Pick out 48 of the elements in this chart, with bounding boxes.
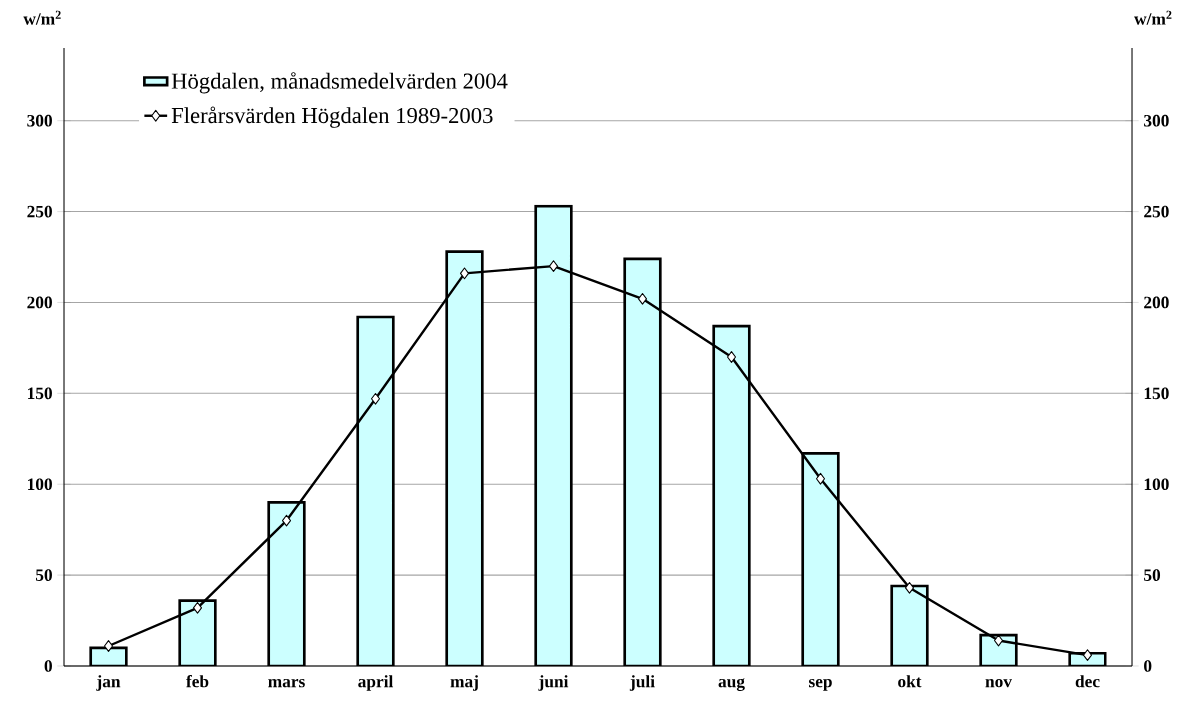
x-tick-label: feb [186, 674, 209, 688]
y-tick-label: 100 [28, 478, 52, 491]
x-tick-label: juli [629, 675, 655, 691]
point [637, 292, 648, 305]
point [103, 640, 114, 652]
x-tick-label: maj [450, 675, 478, 691]
x-tick-label: nov [985, 678, 1012, 688]
bar [178, 599, 217, 666]
y2-tick-label: 0 [1144, 660, 1152, 672]
y2-tick-label: 100 [1144, 478, 1169, 491]
y2-tick-label: 250 [1144, 205, 1169, 218]
point [459, 267, 470, 280]
y2-axis-title: w/m$^{2}$ [1134, 10, 1172, 25]
y-tick-label: 150 [28, 387, 52, 400]
y2-tick-label: 200 [1144, 296, 1169, 309]
point [904, 581, 915, 594]
point [548, 260, 559, 272]
x-tick-label: juni [538, 675, 569, 691]
bar [267, 501, 306, 666]
x-tick-label: okt [898, 675, 922, 688]
y-tick-label: 300 [27, 114, 52, 127]
point [192, 601, 203, 614]
bar [623, 257, 662, 666]
point [815, 472, 826, 485]
bar [356, 315, 395, 666]
x-tick-label: sep [808, 678, 832, 691]
y-tick-label: 50 [35, 569, 52, 581]
x-tick-label: aug [718, 678, 745, 691]
y-tick-label: 0 [44, 660, 52, 672]
y-tick-label: 200 [27, 296, 52, 309]
y-axis-title: w/m$^{2}$ [23, 10, 61, 25]
bar [445, 250, 484, 666]
y2-tick-label: 50 [1144, 569, 1161, 581]
x-tick-label: april [358, 675, 394, 691]
x-tick-label: jan [96, 675, 121, 691]
x-tick-label: dec [1075, 675, 1100, 688]
point [726, 351, 737, 363]
y2-tick-label: 300 [1144, 114, 1169, 127]
bar [712, 324, 751, 666]
bar [534, 204, 573, 666]
x-tick-label: mars [268, 678, 305, 688]
point [370, 392, 381, 405]
y2-tick-label: 150 [1144, 387, 1169, 400]
y-tick-label: 250 [27, 205, 52, 218]
legend-label: Flerårsvärden Högdalen 1989-2003 [171, 106, 493, 128]
point [1082, 649, 1093, 661]
legend-label: Högdalen, månadsmedelvärden 2004 [171, 72, 508, 94]
point [281, 514, 292, 527]
